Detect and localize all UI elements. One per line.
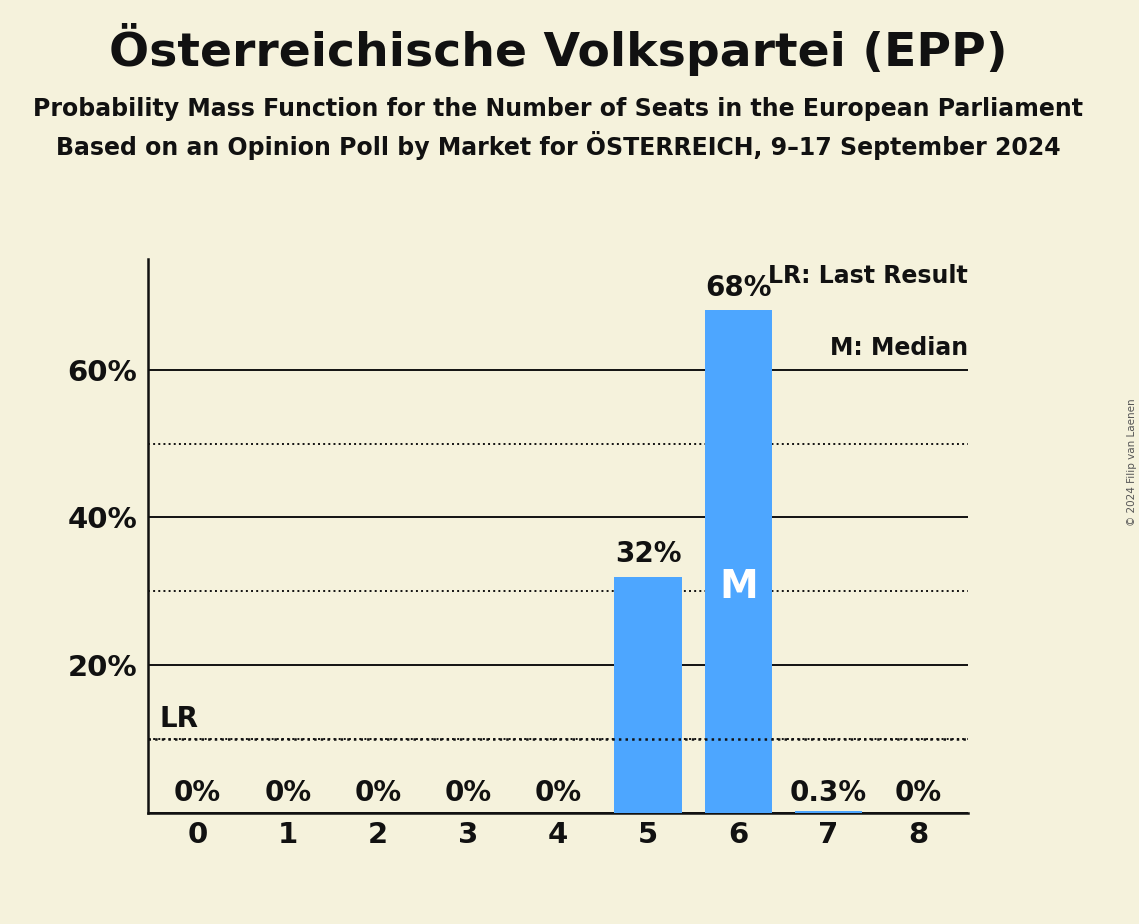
Bar (705, 310, 772, 813)
Text: Probability Mass Function for the Number of Seats in the European Parliament: Probability Mass Function for the Number… (33, 97, 1083, 121)
Bar (614, 577, 682, 813)
Text: Österreichische Volkspartei (EPP): Österreichische Volkspartei (EPP) (109, 23, 1007, 76)
Text: 68%: 68% (705, 274, 771, 301)
Text: 0.3%: 0.3% (790, 779, 867, 808)
Text: © 2024 Filip van Laenen: © 2024 Filip van Laenen (1126, 398, 1137, 526)
Text: 0%: 0% (534, 779, 582, 808)
Text: LR: LR (159, 705, 199, 734)
Text: Based on an Opinion Poll by Market for ÖSTERREICH, 9–17 September 2024: Based on an Opinion Poll by Market for Ö… (56, 131, 1060, 160)
Bar (795, 811, 862, 813)
Text: 0%: 0% (174, 779, 221, 808)
Text: LR: Last Result: LR: Last Result (769, 264, 968, 288)
Text: 32%: 32% (615, 540, 681, 567)
Text: 0%: 0% (264, 779, 311, 808)
Text: M: M (719, 568, 757, 606)
Text: M: Median: M: Median (830, 336, 968, 360)
Text: 0%: 0% (444, 779, 492, 808)
Text: 0%: 0% (895, 779, 942, 808)
Text: 0%: 0% (354, 779, 401, 808)
